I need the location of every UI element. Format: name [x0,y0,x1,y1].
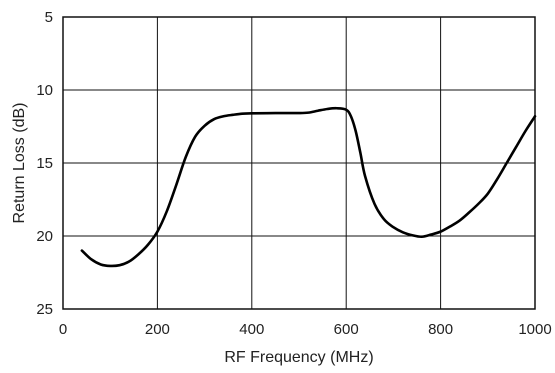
x-tick-label: 600 [334,321,359,338]
x-axis-label: RF Frequency (MHz) [224,349,373,366]
y-tick-label: 15 [36,155,53,172]
x-tick-labels: 0 200 400 600 800 1000 [59,321,552,338]
y-tick-labels: 5 10 15 20 25 [36,9,53,318]
y-tick-label: 25 [36,301,53,318]
grid-lines [63,17,535,309]
x-tick-label: 800 [428,321,453,338]
plot-frame [62,16,536,310]
x-tick-label: 1000 [518,321,551,338]
x-tick-label: 400 [239,321,264,338]
y-axis-label: Return Loss (dB) [11,103,28,224]
y-tick-label: 10 [36,82,53,99]
return-loss-series-line [80,106,537,268]
y-tick-label: 20 [36,228,53,245]
x-tick-label: 200 [145,321,170,338]
y-tick-label: 5 [45,9,53,26]
x-tick-label: 0 [59,321,67,338]
